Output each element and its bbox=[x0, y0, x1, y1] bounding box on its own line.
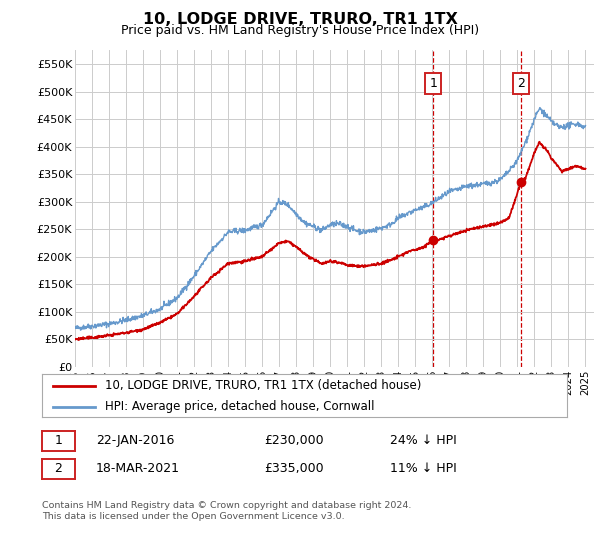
Text: 22-JAN-2016: 22-JAN-2016 bbox=[96, 434, 175, 447]
Text: 24% ↓ HPI: 24% ↓ HPI bbox=[390, 434, 457, 447]
Text: 18-MAR-2021: 18-MAR-2021 bbox=[96, 462, 180, 475]
Text: Price paid vs. HM Land Registry's House Price Index (HPI): Price paid vs. HM Land Registry's House … bbox=[121, 24, 479, 36]
Text: 1: 1 bbox=[430, 77, 437, 90]
Text: 10, LODGE DRIVE, TRURO, TR1 1TX (detached house): 10, LODGE DRIVE, TRURO, TR1 1TX (detache… bbox=[105, 379, 421, 392]
Text: 2: 2 bbox=[55, 462, 62, 475]
Text: Contains HM Land Registry data © Crown copyright and database right 2024.
This d: Contains HM Land Registry data © Crown c… bbox=[42, 501, 412, 521]
Text: HPI: Average price, detached house, Cornwall: HPI: Average price, detached house, Corn… bbox=[105, 400, 374, 413]
Text: 2: 2 bbox=[517, 77, 525, 90]
Text: 1: 1 bbox=[55, 434, 62, 447]
Text: 10, LODGE DRIVE, TRURO, TR1 1TX: 10, LODGE DRIVE, TRURO, TR1 1TX bbox=[143, 12, 457, 27]
Text: £230,000: £230,000 bbox=[264, 434, 323, 447]
Text: 11% ↓ HPI: 11% ↓ HPI bbox=[390, 462, 457, 475]
Text: £335,000: £335,000 bbox=[264, 462, 323, 475]
